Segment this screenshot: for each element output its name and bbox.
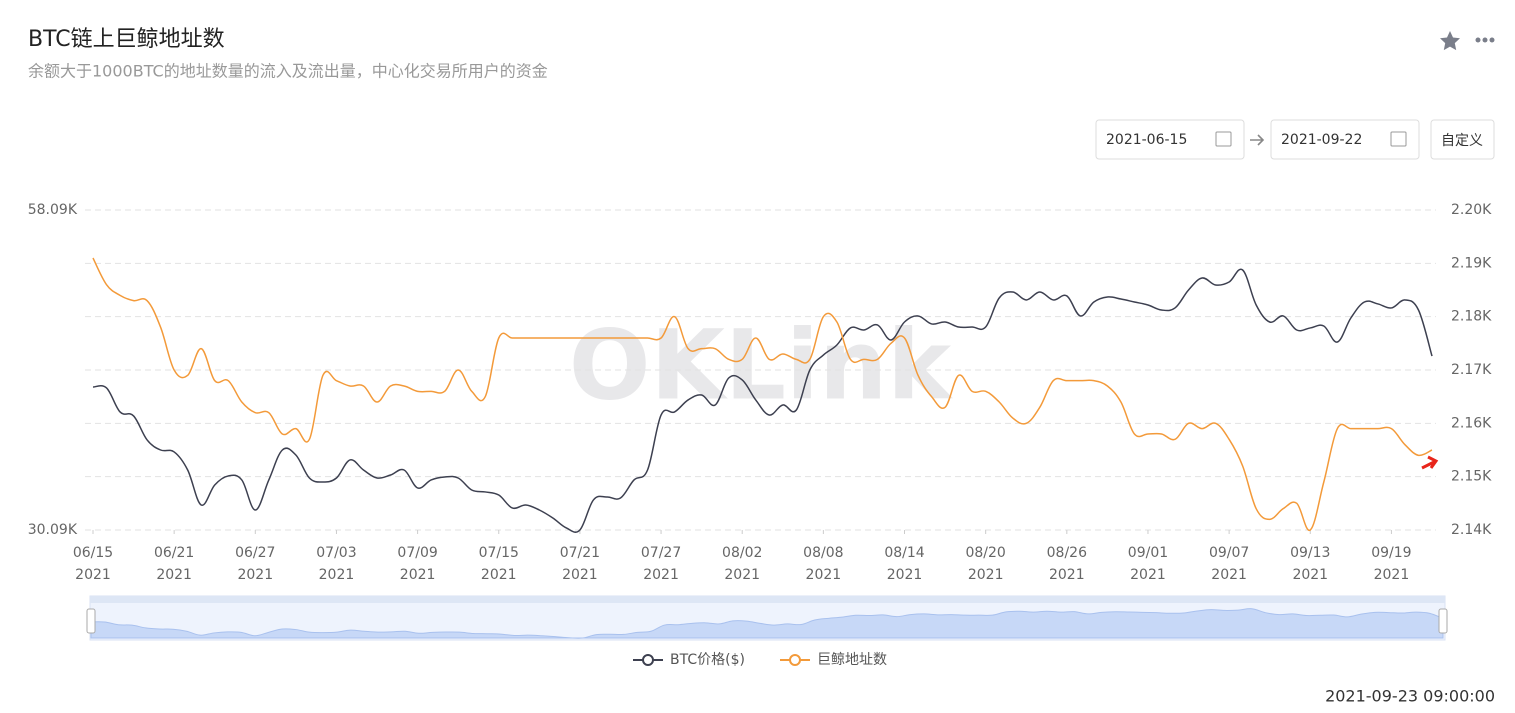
series-line — [92, 268, 1433, 533]
favorite-icon[interactable] — [1440, 31, 1460, 51]
more-icon[interactable] — [1475, 37, 1495, 43]
x-tick-label: 08/02 — [722, 545, 762, 561]
x-tick-label: 2021 — [806, 567, 842, 583]
y2-tick-label: 2.19K — [1451, 255, 1492, 271]
slider-handle[interactable] — [1438, 608, 1448, 634]
timestamp: 2021-09-23 09:00:00 — [1325, 687, 1495, 706]
x-tick-label: 2021 — [400, 567, 436, 583]
x-tick-label: 2021 — [1374, 567, 1410, 583]
y-tick-label: 58.09K — [28, 202, 78, 218]
slider-handle[interactable] — [86, 608, 96, 634]
x-tick-label: 06/27 — [235, 545, 275, 561]
x-tick-label: 2021 — [643, 567, 679, 583]
start-date-input[interactable]: 2021-06-15 — [1095, 119, 1245, 160]
x-tick-label: 2021 — [1130, 567, 1166, 583]
input-box — [1095, 119, 1245, 160]
x-tick-label: 2021 — [887, 567, 923, 583]
dot — [1475, 37, 1481, 43]
x-tick-label: 2021 — [1211, 567, 1247, 583]
series-line — [92, 257, 1433, 531]
subtitle: 余额大于1000BTC的地址数量的流入及流出量，中心化交易所用户的资金 — [28, 62, 548, 81]
x-tick-label: 06/15 — [73, 545, 113, 561]
x-tick-label: 07/21 — [560, 545, 600, 561]
dot — [1482, 37, 1488, 43]
y2-tick-label: 2.15K — [1451, 469, 1492, 485]
x-tick-label: 2021 — [319, 567, 355, 583]
x-tick-label: 07/09 — [397, 545, 437, 561]
y2-tick-label: 2.16K — [1451, 415, 1492, 431]
x-tick-label: 09/07 — [1209, 545, 1249, 561]
input-text: 2021-06-15 — [1106, 132, 1187, 148]
x-tick-label: 2021 — [1049, 567, 1085, 583]
y2-tick-label: 2.18K — [1451, 309, 1492, 325]
x-tick-label: 09/19 — [1371, 545, 1411, 561]
x-tick-label: 2021 — [562, 567, 598, 583]
y2-tick-label: 2.14K — [1451, 522, 1492, 538]
star — [1440, 31, 1460, 51]
y2-tick-label: 2.20K — [1451, 202, 1492, 218]
x-tick-label: 06/21 — [154, 545, 194, 561]
dot — [1489, 37, 1495, 43]
legend-marker — [789, 654, 801, 666]
x-tick-label: 2021 — [75, 567, 111, 583]
x-tick-label: 2021 — [724, 567, 760, 583]
slider-area — [90, 608, 1444, 639]
calendar-icon — [1215, 131, 1232, 147]
input-box — [1270, 119, 1420, 160]
x-tick-label: 08/14 — [884, 545, 924, 561]
watermark: OKLink — [569, 309, 953, 421]
x-tick-label: 07/15 — [479, 545, 519, 561]
x-tick-label: 2021 — [237, 567, 273, 583]
y-tick-label: 30.09K — [28, 522, 78, 538]
x-tick-label: 08/08 — [803, 545, 843, 561]
x-tick-label: 08/26 — [1047, 545, 1087, 561]
plot: 2.20K 2.19K 2.18K 2.17K 2.16K 2.15K 2.14K 58.09… — [28, 202, 1492, 668]
y2-tick-label: 2.17K — [1451, 362, 1492, 378]
x-tick-label: 2021 — [156, 567, 192, 583]
annotation-arrow — [1421, 455, 1439, 470]
title: BTC链上巨鲸地址数 — [28, 27, 225, 52]
x-tick-label: 07/03 — [316, 545, 356, 561]
x-tick-label: 2021 — [968, 567, 1004, 583]
calendar-icon — [1390, 131, 1407, 147]
legend-marker — [642, 654, 654, 666]
x-tick-label: 2021 — [481, 567, 517, 583]
x-tick-label: 08/20 — [965, 545, 1005, 561]
x-tick-label: 2021 — [1292, 567, 1328, 583]
x-tick-label: 09/13 — [1290, 545, 1330, 561]
button-text: 自定义 — [1441, 133, 1483, 149]
legend-label: BTC价格($) — [670, 652, 745, 668]
x-tick-label: 07/27 — [641, 545, 681, 561]
legend-label: 巨鲸地址数 — [817, 652, 887, 668]
end-date-input[interactable]: 2021-09-22 — [1270, 119, 1420, 160]
custom-button[interactable]: 自定义 — [1430, 119, 1495, 160]
range-arrow — [1250, 134, 1265, 146]
input-text: 2021-09-22 — [1281, 132, 1362, 148]
slider-top — [90, 596, 1445, 603]
x-tick-label: 09/01 — [1128, 545, 1168, 561]
button-box — [1430, 119, 1495, 160]
